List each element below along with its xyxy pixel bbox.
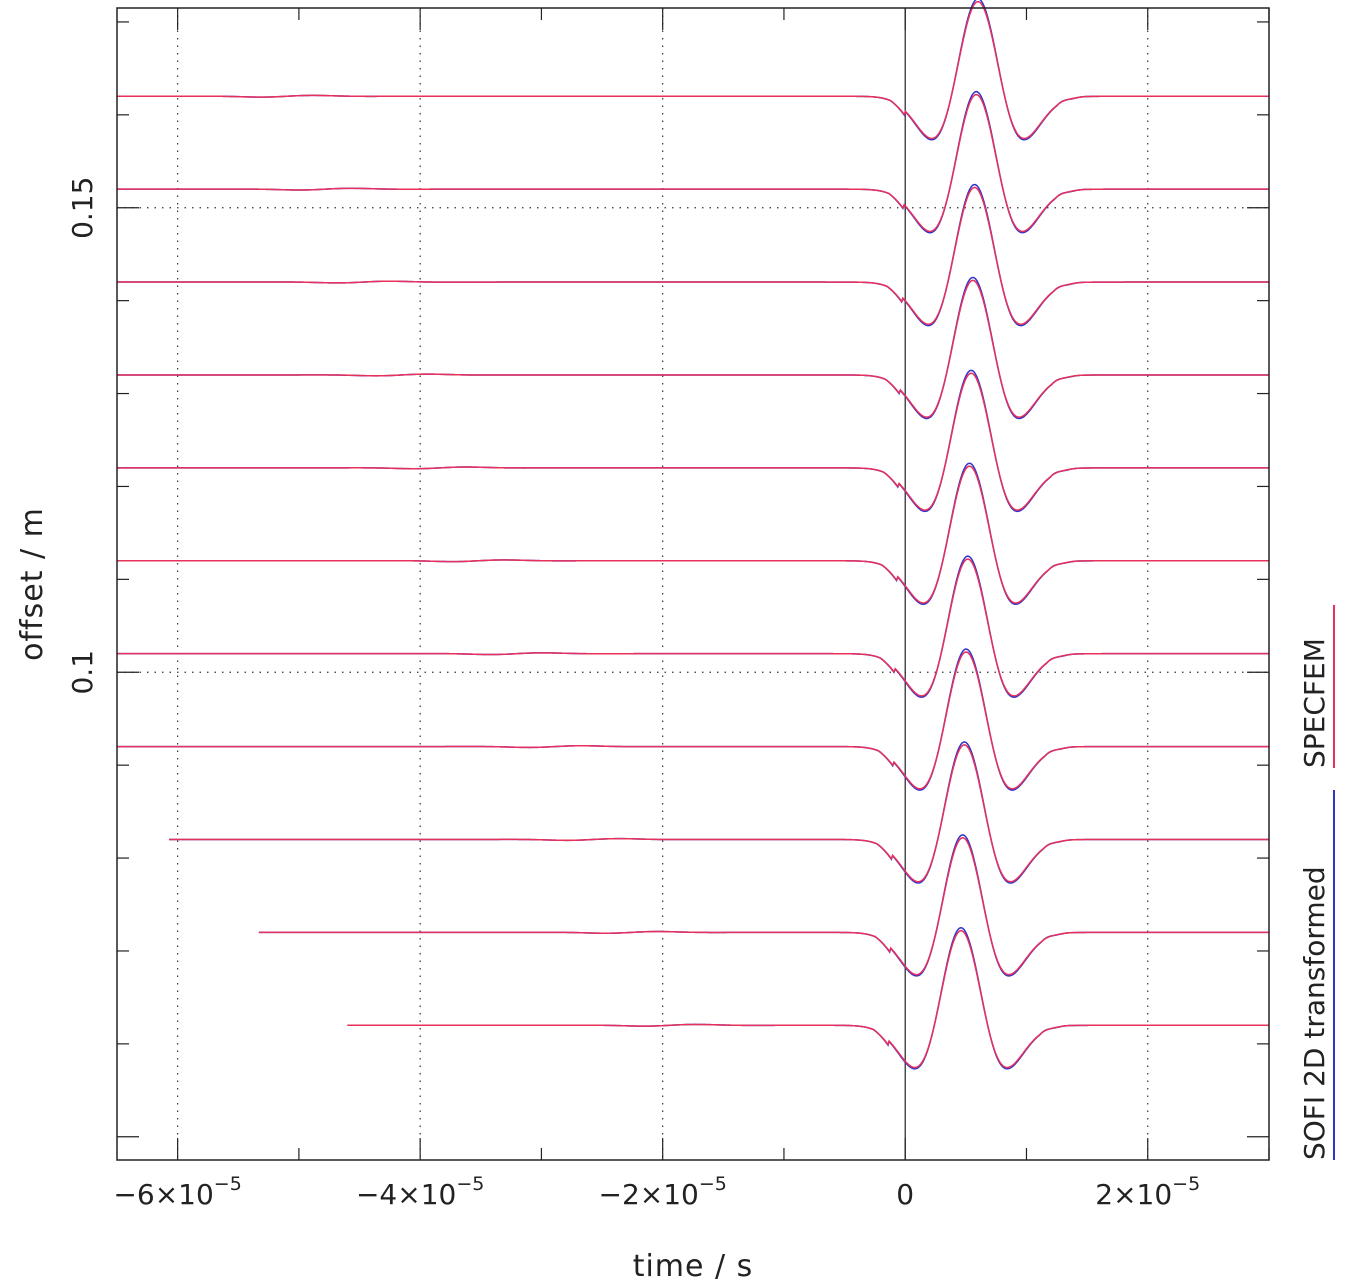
trace-specfem-3 (117, 279, 1269, 418)
x-tick-label-0: −6×10−5 (113, 1173, 241, 1211)
x-tick-labels: −6×10−5 −4×10−5 −2×10−5 0 2×10−5 (113, 1173, 1200, 1211)
trace-sofi-1 (117, 90, 1269, 234)
y-tick-label-0: 0.1 (66, 650, 99, 695)
axis-ticks (117, 8, 1270, 1160)
trace-sofi-8 (169, 741, 1269, 884)
trace-specfem-5 (117, 465, 1269, 604)
y-axis-title: offset / m (15, 507, 50, 661)
y-tick-label-1: 0.15 (66, 177, 99, 239)
x-tick-label-3: 0 (896, 1178, 914, 1211)
trace-specfem-7 (117, 651, 1269, 790)
trace-specfem-2 (117, 186, 1269, 326)
x-tick-label-1: −4×10−5 (356, 1173, 484, 1211)
trace-lines (117, 0, 1269, 1070)
trace-specfem-8 (169, 744, 1269, 883)
trace-specfem-6 (117, 558, 1269, 697)
trace-specfem-1 (117, 93, 1269, 233)
plot-frame (116, 7, 1270, 1161)
trace-specfem-4 (117, 372, 1269, 511)
trace-sofi-4 (117, 369, 1269, 513)
trace-sofi-6 (117, 555, 1269, 698)
trace-sofi-7 (117, 648, 1269, 791)
trace-sofi-3 (117, 276, 1269, 420)
legend-label-sofi: SOFI 2D transformed (1298, 866, 1331, 1160)
x-tick-label-2: −2×10−5 (598, 1173, 726, 1211)
trace-specfem-10 (347, 929, 1269, 1069)
x-axis-title: time / s (633, 1249, 754, 1284)
trace-sofi-5 (117, 462, 1269, 606)
grid-lines (117, 8, 1269, 1160)
legend: SOFI 2D transformed SPECFEM (1298, 605, 1335, 1160)
trace-sofi-0 (117, 0, 1269, 141)
trace-sofi-2 (117, 183, 1269, 327)
y-tick-labels: 0.1 0.15 (66, 177, 99, 695)
legend-label-specfem: SPECFEM (1298, 638, 1331, 768)
x-tick-label-4: 2×10−5 (1095, 1173, 1200, 1211)
trace-sofi-10 (347, 926, 1269, 1070)
trace-specfem-9 (258, 837, 1269, 976)
trace-specfem-0 (117, 0, 1269, 140)
trace-sofi-9 (258, 834, 1269, 977)
